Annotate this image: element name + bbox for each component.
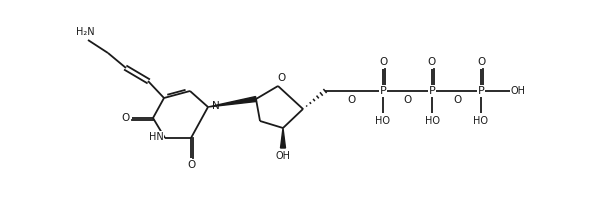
Text: O: O (428, 57, 436, 67)
Text: HO: HO (424, 116, 440, 126)
Text: O: O (187, 160, 195, 170)
Text: P: P (478, 86, 484, 96)
Text: O: O (477, 57, 485, 67)
Polygon shape (208, 97, 257, 107)
Text: O: O (404, 95, 412, 105)
Text: O: O (278, 73, 286, 83)
Text: O: O (453, 95, 461, 105)
Text: P: P (428, 86, 435, 96)
Text: HO: HO (375, 116, 391, 126)
Text: O: O (121, 113, 129, 123)
Text: P: P (379, 86, 386, 96)
Text: H₂N: H₂N (76, 27, 94, 37)
Polygon shape (280, 128, 286, 148)
Text: OH: OH (510, 86, 526, 96)
Text: N: N (212, 101, 220, 111)
Text: HN: HN (149, 132, 163, 142)
Text: O: O (348, 95, 356, 105)
Text: OH: OH (276, 151, 290, 161)
Text: HO: HO (474, 116, 489, 126)
Text: O: O (379, 57, 387, 67)
